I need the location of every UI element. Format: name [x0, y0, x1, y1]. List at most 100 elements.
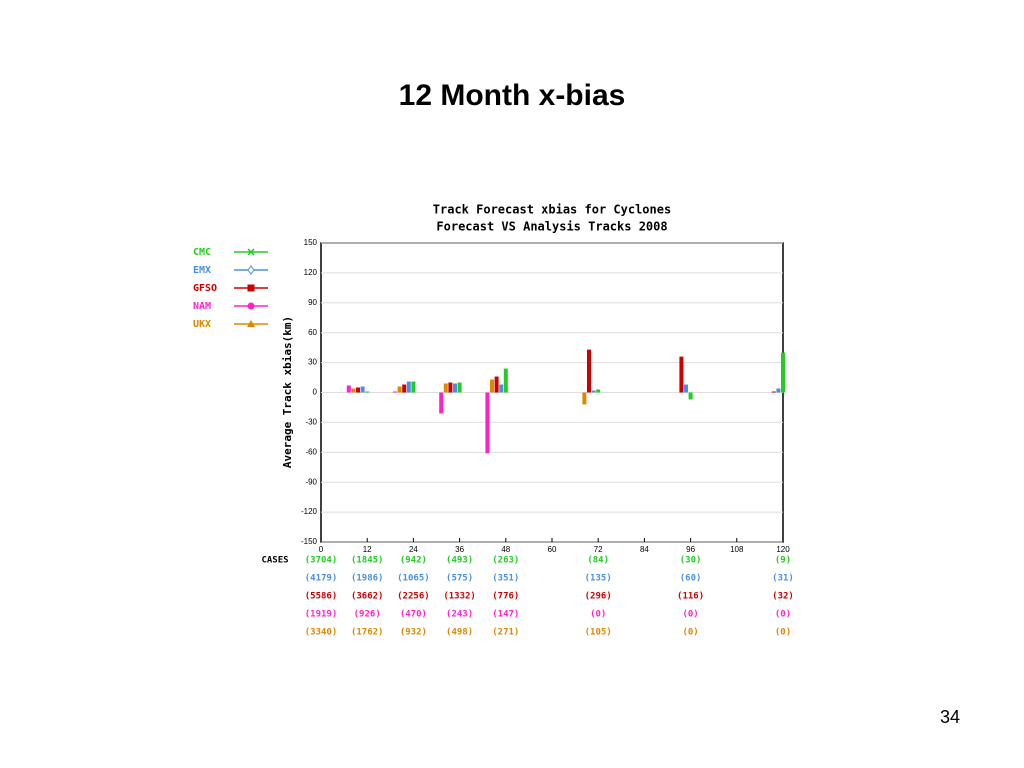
cases-count: (575) — [446, 574, 473, 584]
cases-count: (3704) — [305, 556, 338, 566]
x-tick-label: 48 — [501, 545, 510, 554]
bar — [411, 381, 416, 393]
bar — [443, 383, 448, 393]
cases-count: (0) — [682, 610, 698, 620]
bar — [587, 349, 591, 393]
cases-count: (5586) — [305, 592, 338, 602]
legend-marker — [247, 320, 255, 327]
y-tick-label: 0 — [313, 388, 318, 397]
cases-count: (116) — [677, 592, 704, 602]
y-tick-label: 90 — [308, 298, 317, 307]
x-tick-label: 0 — [319, 545, 324, 554]
cases-count: (147) — [492, 610, 519, 620]
bar — [365, 391, 370, 393]
cases-count: (776) — [492, 592, 519, 602]
legend-label: GFSO — [193, 283, 217, 294]
legend-label: CMC — [193, 247, 211, 258]
cases-count: (243) — [446, 610, 473, 620]
cases-count: (263) — [492, 556, 519, 566]
cases-count: (3340) — [305, 628, 338, 638]
cases-count: (0) — [775, 628, 791, 638]
slide-title: 12 Month x-bias — [399, 79, 626, 112]
cases-count: (1332) — [443, 592, 476, 602]
legend-marker — [247, 284, 255, 292]
bar — [448, 382, 453, 393]
bar — [360, 386, 365, 393]
cases-count: (31) — [772, 574, 794, 584]
cases-count: (942) — [400, 556, 427, 566]
bar — [406, 381, 411, 393]
bar — [679, 356, 684, 393]
bar — [688, 392, 693, 400]
bar — [499, 384, 504, 393]
y-tick-label: -60 — [305, 447, 317, 456]
y-tick-label: -90 — [305, 477, 317, 486]
legend-label: UKX — [193, 319, 211, 330]
x-tick-label: 72 — [594, 545, 603, 554]
bar — [781, 352, 785, 393]
cases-count: (271) — [492, 628, 519, 638]
cases-count: (60) — [680, 574, 702, 584]
cases-count: (926) — [354, 610, 381, 620]
cases-count: (493) — [446, 556, 473, 566]
x-tick-label: 36 — [455, 545, 464, 554]
bar — [397, 386, 402, 393]
cases-count: (296) — [585, 592, 612, 602]
cases-count: (0) — [590, 610, 606, 620]
legend-marker — [247, 302, 255, 310]
cases-count: (0) — [682, 628, 698, 638]
x-tick-label: 120 — [776, 545, 790, 554]
y-axis-label: Average Track xbias(km) — [281, 316, 294, 468]
cases-count: (30) — [680, 556, 702, 566]
cases-count: (1065) — [397, 574, 430, 584]
bar — [351, 388, 356, 393]
cases-count: (932) — [400, 628, 427, 638]
legend-marker — [247, 265, 255, 275]
cases-count: (470) — [400, 610, 427, 620]
y-tick-label: 30 — [308, 358, 317, 367]
cases-label: CASES — [261, 556, 288, 566]
bar — [457, 382, 462, 393]
bar — [402, 384, 407, 393]
cases-count: (9) — [775, 556, 791, 566]
cases-count: (84) — [587, 556, 609, 566]
bar — [684, 384, 688, 393]
cases-count: (1919) — [305, 610, 338, 620]
bar — [346, 385, 351, 393]
bar — [356, 387, 360, 393]
bar — [776, 388, 781, 393]
cases-count: (498) — [446, 628, 473, 638]
page-number: 34 — [940, 707, 960, 727]
y-tick-label: -120 — [301, 507, 318, 516]
y-tick-label: 150 — [304, 238, 318, 247]
cases-count: (1762) — [351, 628, 384, 638]
x-tick-label: 84 — [640, 545, 649, 554]
legend-marker — [247, 248, 255, 256]
bar — [596, 389, 601, 393]
bar — [582, 392, 587, 405]
chart-title: Track Forecast xbias for Cyclones — [433, 203, 671, 217]
cases-count: (0) — [775, 610, 791, 620]
cases-count: (135) — [585, 574, 612, 584]
legend-label: EMX — [193, 265, 211, 276]
y-tick-label: -30 — [305, 418, 317, 427]
bar — [490, 379, 494, 393]
bar — [771, 391, 776, 393]
y-tick-label: 120 — [304, 268, 318, 277]
cases-count: (351) — [492, 574, 519, 584]
bar — [453, 383, 457, 393]
chart-subtitle: Forecast VS Analysis Tracks 2008 — [436, 220, 667, 234]
bar — [591, 390, 596, 393]
x-tick-label: 96 — [686, 545, 695, 554]
cases-count: (3662) — [351, 592, 384, 602]
x-tick-label: 60 — [548, 545, 557, 554]
cases-count: (32) — [772, 592, 794, 602]
cases-count: (4179) — [305, 574, 338, 584]
y-tick-label: -150 — [301, 537, 318, 546]
y-tick-label: 60 — [308, 328, 317, 337]
cases-count: (1845) — [351, 556, 384, 566]
bar — [393, 391, 397, 393]
cases-count: (105) — [585, 628, 612, 638]
bar — [439, 392, 444, 414]
